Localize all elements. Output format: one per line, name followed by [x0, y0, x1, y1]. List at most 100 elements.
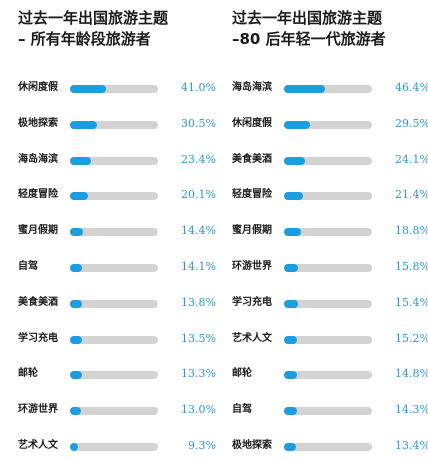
bar-row: 自驾 14.3% — [232, 402, 428, 418]
category-label: 海岛海滨 — [232, 82, 272, 93]
category-label: 环游世界 — [18, 404, 58, 416]
chart-title: 过去一年出国旅游主题 – 所有年龄段旅游者 — [18, 8, 168, 50]
bar — [284, 85, 325, 93]
category-label: 美食美酒 — [232, 153, 272, 165]
bar-row: 学习充电 15.4% — [232, 295, 428, 311]
chart-title-line-1: 过去一年出国旅游主题 — [232, 9, 383, 27]
bar-row: 学习充电 13.5% — [18, 331, 218, 347]
value-label: 14.4% — [181, 224, 216, 238]
value-label: 13.8% — [181, 295, 216, 309]
value-label: 20.1% — [181, 188, 216, 202]
category-label: 极地探索 — [18, 117, 58, 129]
bar — [284, 228, 301, 237]
value-label: 14.1% — [181, 260, 216, 273]
category-label: 蜜月假期 — [18, 225, 58, 237]
value-label: 24.1% — [395, 152, 428, 166]
bar-track — [70, 120, 158, 129]
value-label: 13.4% — [395, 439, 428, 452]
bar — [284, 120, 310, 129]
category-label: 艺术人文 — [232, 332, 272, 344]
bar — [284, 192, 303, 201]
category-label: 学习充电 — [18, 332, 58, 344]
value-label: 13.3% — [181, 367, 216, 381]
bar-track — [284, 299, 372, 308]
category-label: 休闲度假 — [18, 82, 58, 93]
bar-track — [70, 371, 158, 380]
bar-row: 极地探索 13.4% — [232, 438, 428, 454]
bar-track — [70, 264, 158, 272]
bar-track — [70, 228, 158, 237]
value-label: 30.5% — [181, 116, 216, 130]
value-label: 9.3% — [188, 439, 216, 452]
bar-row: 轻度冒险 21.4% — [232, 187, 428, 203]
value-label: 13.5% — [181, 331, 216, 345]
chart-title-line-2: –80 后年轻一代旅游者 — [232, 30, 386, 48]
bar-track — [70, 85, 158, 93]
bar-row: 蜜月假期 14.4% — [18, 223, 218, 239]
value-label: 15.8% — [395, 260, 428, 273]
category-label: 轻度冒险 — [18, 189, 58, 201]
category-label: 学习充电 — [232, 296, 272, 308]
value-label: 14.8% — [395, 367, 428, 381]
category-label: 自驾 — [18, 261, 38, 272]
bar-track — [284, 443, 372, 451]
bar-track — [284, 192, 372, 201]
bar-track — [284, 407, 372, 416]
bar — [284, 299, 298, 308]
bar-row: 轻度冒险 20.1% — [18, 187, 218, 203]
bar — [284, 407, 297, 416]
category-label: 轻度冒险 — [232, 189, 272, 201]
bar-row: 邮轮 13.3% — [18, 366, 218, 382]
bar-track — [70, 192, 158, 201]
bar-row: 休闲度假 41.0% — [18, 80, 218, 96]
bar-row: 艺术人文 9.3% — [18, 438, 218, 454]
bar — [284, 156, 306, 165]
bar — [70, 371, 82, 380]
bar — [70, 228, 83, 237]
bar-track — [284, 156, 372, 165]
bar-row: 艺术人文 15.2% — [232, 331, 428, 347]
bar-track — [284, 264, 372, 272]
bar — [70, 120, 97, 129]
bar-track — [284, 120, 372, 129]
category-label: 蜜月假期 — [232, 225, 272, 237]
bar-track — [70, 407, 158, 416]
bar-row: 蜜月假期 18.8% — [232, 223, 428, 239]
bar-track — [70, 443, 158, 451]
bar — [284, 264, 298, 272]
value-label: 21.4% — [395, 188, 428, 202]
bar-track — [284, 228, 372, 237]
bar — [70, 156, 91, 165]
category-label: 环游世界 — [232, 261, 272, 272]
bar — [70, 299, 83, 308]
bar-row: 自驾 14.1% — [18, 259, 218, 275]
category-label: 艺术人文 — [18, 440, 58, 451]
value-label: 41.0% — [181, 81, 216, 94]
category-label: 极地探索 — [232, 440, 272, 451]
value-label: 15.4% — [395, 295, 428, 309]
bar — [70, 85, 107, 93]
bar-row: 环游世界 15.8% — [232, 259, 428, 275]
bar — [284, 443, 296, 451]
chart-title: 过去一年出国旅游主题 –80 后年轻一代旅游者 — [232, 8, 386, 50]
value-label: 14.3% — [395, 403, 428, 417]
bar — [70, 192, 88, 201]
value-label: 29.5% — [395, 116, 428, 130]
category-label: 邮轮 — [18, 368, 38, 380]
chart-title-line-2: – 所有年龄段旅游者 — [18, 30, 151, 48]
bar — [70, 407, 82, 416]
chart-title-line-1: 过去一年出国旅游主题 — [18, 9, 169, 27]
bar — [70, 443, 79, 451]
category-label: 美食美酒 — [18, 296, 58, 308]
bar — [284, 371, 298, 380]
bar — [70, 335, 82, 344]
bar-row: 美食美酒 13.8% — [18, 295, 218, 311]
bar-track — [284, 371, 372, 380]
bar-row: 极地探索 30.5% — [18, 116, 218, 132]
bar-row: 美食美酒 24.1% — [232, 152, 428, 168]
category-label: 邮轮 — [232, 368, 252, 380]
bar — [284, 335, 298, 344]
value-label: 15.2% — [395, 331, 428, 345]
bar-track — [70, 335, 158, 344]
category-label: 海岛海滨 — [18, 153, 58, 165]
